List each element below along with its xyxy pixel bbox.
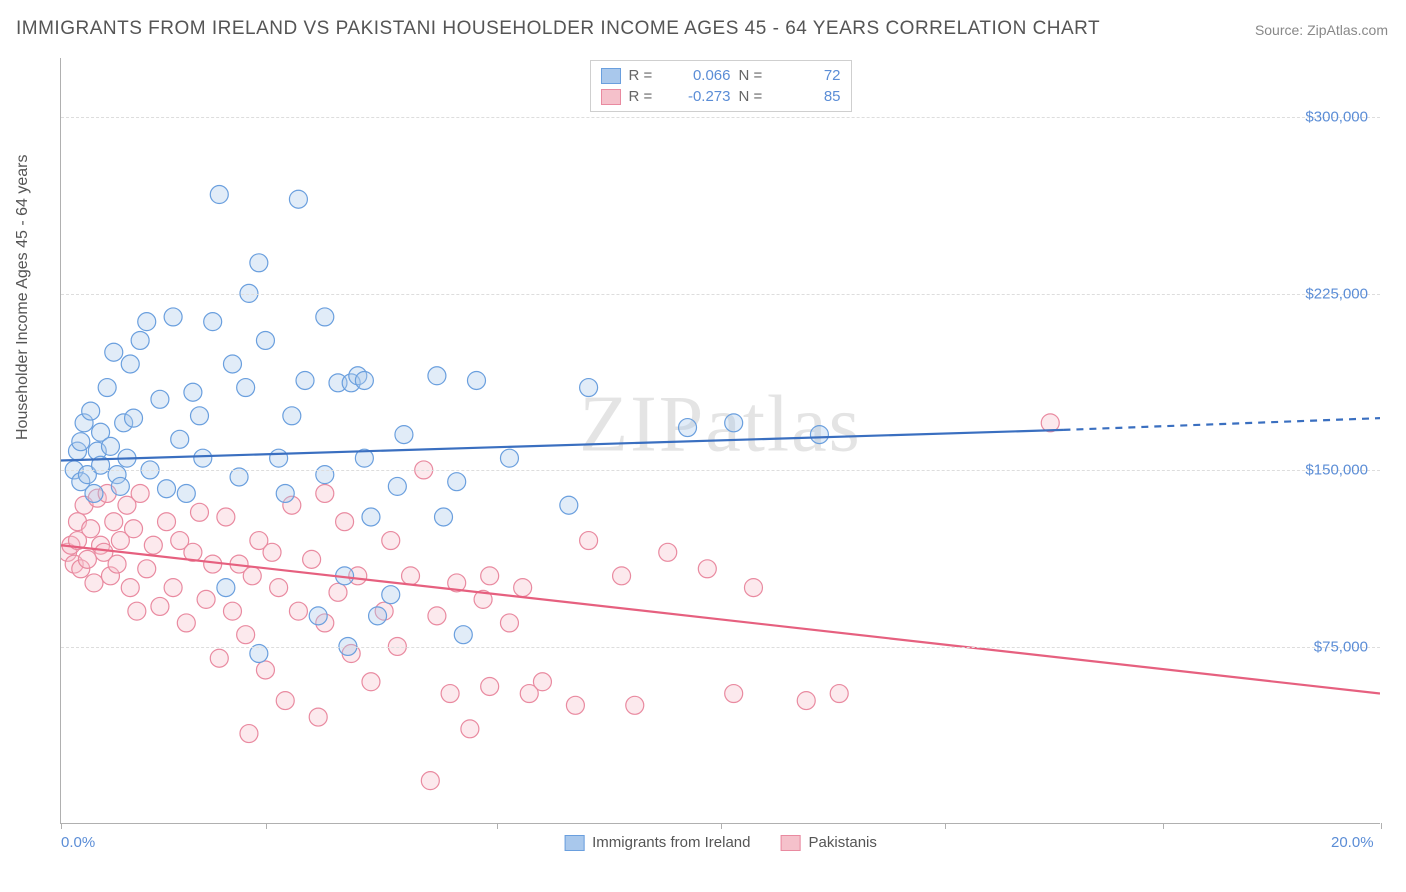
r-label: R = <box>629 88 663 105</box>
legend-label-ireland: Immigrants from Ireland <box>592 834 750 851</box>
legend-item-pakistani: Pakistanis <box>781 834 877 851</box>
swatch-pakistani <box>601 89 621 105</box>
swatch-ireland <box>564 835 584 851</box>
n-value-pakistani: 85 <box>781 88 841 105</box>
legend-row-pakistani: R = -0.273 N = 85 <box>601 86 841 107</box>
watermark: ZIPatlas <box>579 380 862 471</box>
x-tick-label: 0.0% <box>61 834 95 851</box>
swatch-ireland <box>601 68 621 84</box>
correlation-legend: R = 0.066 N = 72 R = -0.273 N = 85 <box>590 60 852 112</box>
scatter-svg <box>61 58 1380 823</box>
swatch-pakistani <box>781 835 801 851</box>
series-legend: Immigrants from Ireland Pakistanis <box>564 834 877 851</box>
source-attribution: Source: ZipAtlas.com <box>1255 22 1388 38</box>
x-tick-label: 20.0% <box>1331 834 1374 851</box>
legend-row-ireland: R = 0.066 N = 72 <box>601 65 841 86</box>
scatter-plot-area: ZIPatlas R = 0.066 N = 72 R = -0.273 N =… <box>60 58 1380 824</box>
n-label: N = <box>739 88 773 105</box>
y-tick-label: $150,000 <box>1305 462 1368 479</box>
legend-label-pakistani: Pakistanis <box>809 834 877 851</box>
n-label: N = <box>739 67 773 84</box>
y-tick-label: $300,000 <box>1305 108 1368 125</box>
y-axis-label: Householder Income Ages 45 - 64 years <box>14 155 32 441</box>
y-tick-label: $225,000 <box>1305 285 1368 302</box>
chart-title: IMMIGRANTS FROM IRELAND VS PAKISTANI HOU… <box>16 18 1100 40</box>
r-value-ireland: 0.066 <box>671 67 731 84</box>
y-tick-label: $75,000 <box>1314 639 1368 656</box>
r-label: R = <box>629 67 663 84</box>
r-value-pakistani: -0.273 <box>671 88 731 105</box>
legend-item-ireland: Immigrants from Ireland <box>564 834 750 851</box>
n-value-ireland: 72 <box>781 67 841 84</box>
